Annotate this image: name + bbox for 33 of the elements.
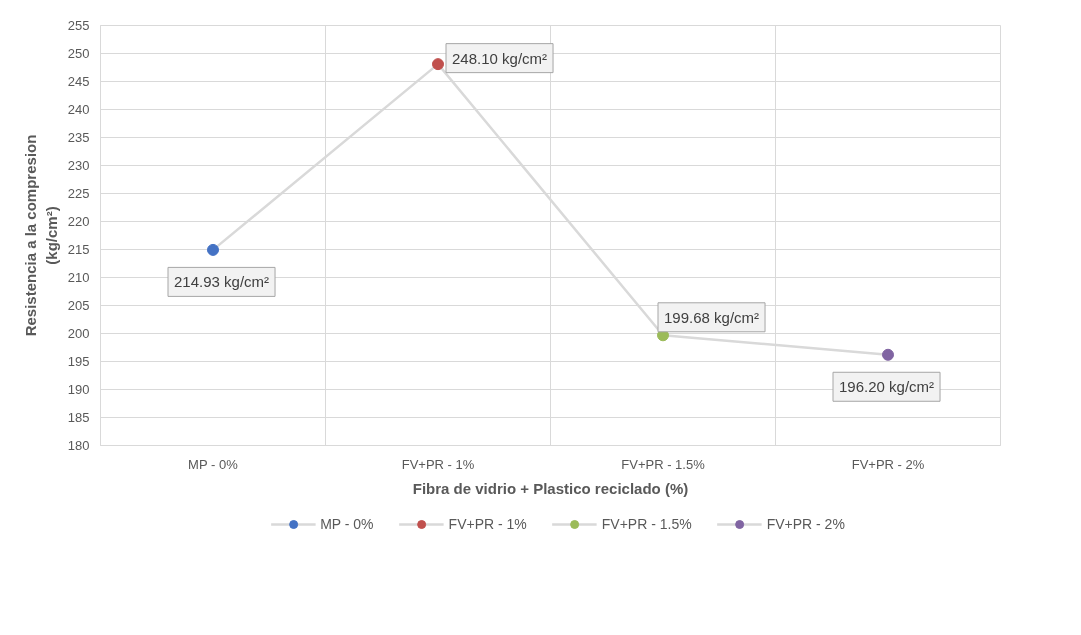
data-label: 248.10 kg/cm² <box>452 49 548 67</box>
point <box>207 243 219 256</box>
y-tick-label: 195 <box>67 354 90 369</box>
data-label: 214.93 kg/cm² <box>174 273 270 291</box>
point <box>432 58 444 71</box>
y-tick-label: 210 <box>67 270 90 285</box>
y-tick-label: 250 <box>67 46 90 61</box>
y-tick-label: 235 <box>67 130 90 145</box>
point <box>882 348 894 361</box>
y-tick-label: 220 <box>67 214 90 229</box>
x-tick-label: FV+PR - 1.5% <box>621 456 706 472</box>
y-tick-label: 230 <box>67 158 90 173</box>
y-tick-label: 255 <box>67 18 90 33</box>
y-tick-label: 190 <box>67 382 90 397</box>
x-tick-label: MP - 0% <box>188 456 239 472</box>
y-tick-label: 225 <box>67 186 90 201</box>
x-tick-label: FV+PR - 1% <box>401 456 475 472</box>
data-label: 196.20 kg/cm² <box>839 378 935 396</box>
legend-label: FV+PR - 2% <box>766 516 845 532</box>
x-axis-title: Fibra de vidrio + Plastico reciclado (%) <box>412 479 689 497</box>
y-tick-label: 200 <box>67 326 90 341</box>
x-tick-label: FV+PR - 2% <box>851 456 925 472</box>
legend-label: MP - 0% <box>320 516 374 532</box>
data-label: 199.68 kg/cm² <box>664 308 760 326</box>
y-tick-label: 240 <box>67 102 90 117</box>
legend-label: FV+PR - 1% <box>448 516 527 532</box>
y-tick-label: 180 <box>67 438 90 453</box>
y-tick-label: 185 <box>67 410 90 425</box>
y-axis-title: Resistencia a la compresion (kg/cm²) <box>22 134 60 337</box>
y-tick-label: 215 <box>67 242 90 257</box>
y-tick-label: 205 <box>67 298 90 313</box>
legend-label: FV+PR - 1.5% <box>601 516 692 532</box>
y-tick-label: 245 <box>67 74 90 89</box>
